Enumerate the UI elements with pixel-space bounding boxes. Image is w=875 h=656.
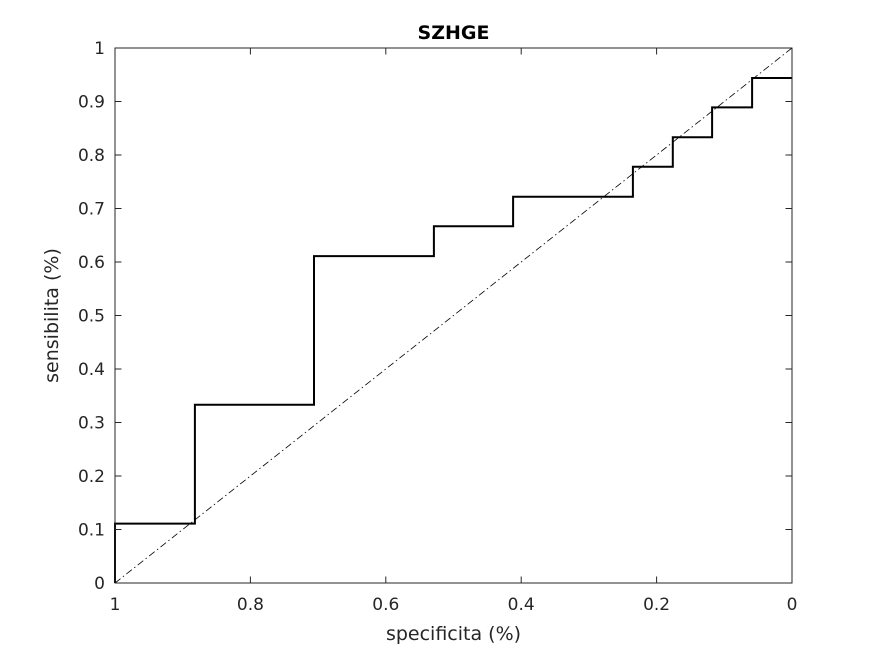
x-tick-label: 0.4 — [508, 595, 535, 615]
y-tick-label: 0.9 — [78, 93, 105, 113]
x-tick-label: 0.8 — [237, 595, 264, 615]
chart-title: SZHGE — [418, 22, 490, 44]
y-tick-label: 1 — [94, 39, 105, 59]
x-tick-label: 0.2 — [643, 595, 670, 615]
y-axis-label: sensibilita (%) — [41, 248, 63, 383]
x-tick-label: 1 — [110, 595, 121, 615]
y-tick-label: 0.3 — [78, 414, 105, 434]
y-tick-label: 0.5 — [78, 307, 105, 327]
series-layer — [114, 47, 793, 584]
y-tick-label: 0.2 — [78, 467, 105, 487]
y-tick-label: 0.1 — [78, 521, 105, 541]
x-tick-label: 0.6 — [372, 595, 399, 615]
y-tick-label: 0.4 — [78, 360, 105, 380]
y-tick-label: 0.8 — [78, 146, 105, 166]
x-tick-label: 0 — [787, 595, 798, 615]
roc-curve-line — [114, 77, 792, 583]
y-tick-label: 0.7 — [78, 200, 105, 220]
tick-layer: 1 0.8 0.6 0.4 0.2 0 0 0.1 0.2 0.3 0.4 0.5 0.6 0.7 0.8 0… — [78, 39, 797, 615]
y-tick-label: 0.6 — [78, 253, 105, 273]
chance-diagonal-line — [114, 47, 793, 584]
y-tick-label: 0 — [94, 574, 105, 594]
x-axis-label: specificita (%) — [386, 623, 521, 645]
